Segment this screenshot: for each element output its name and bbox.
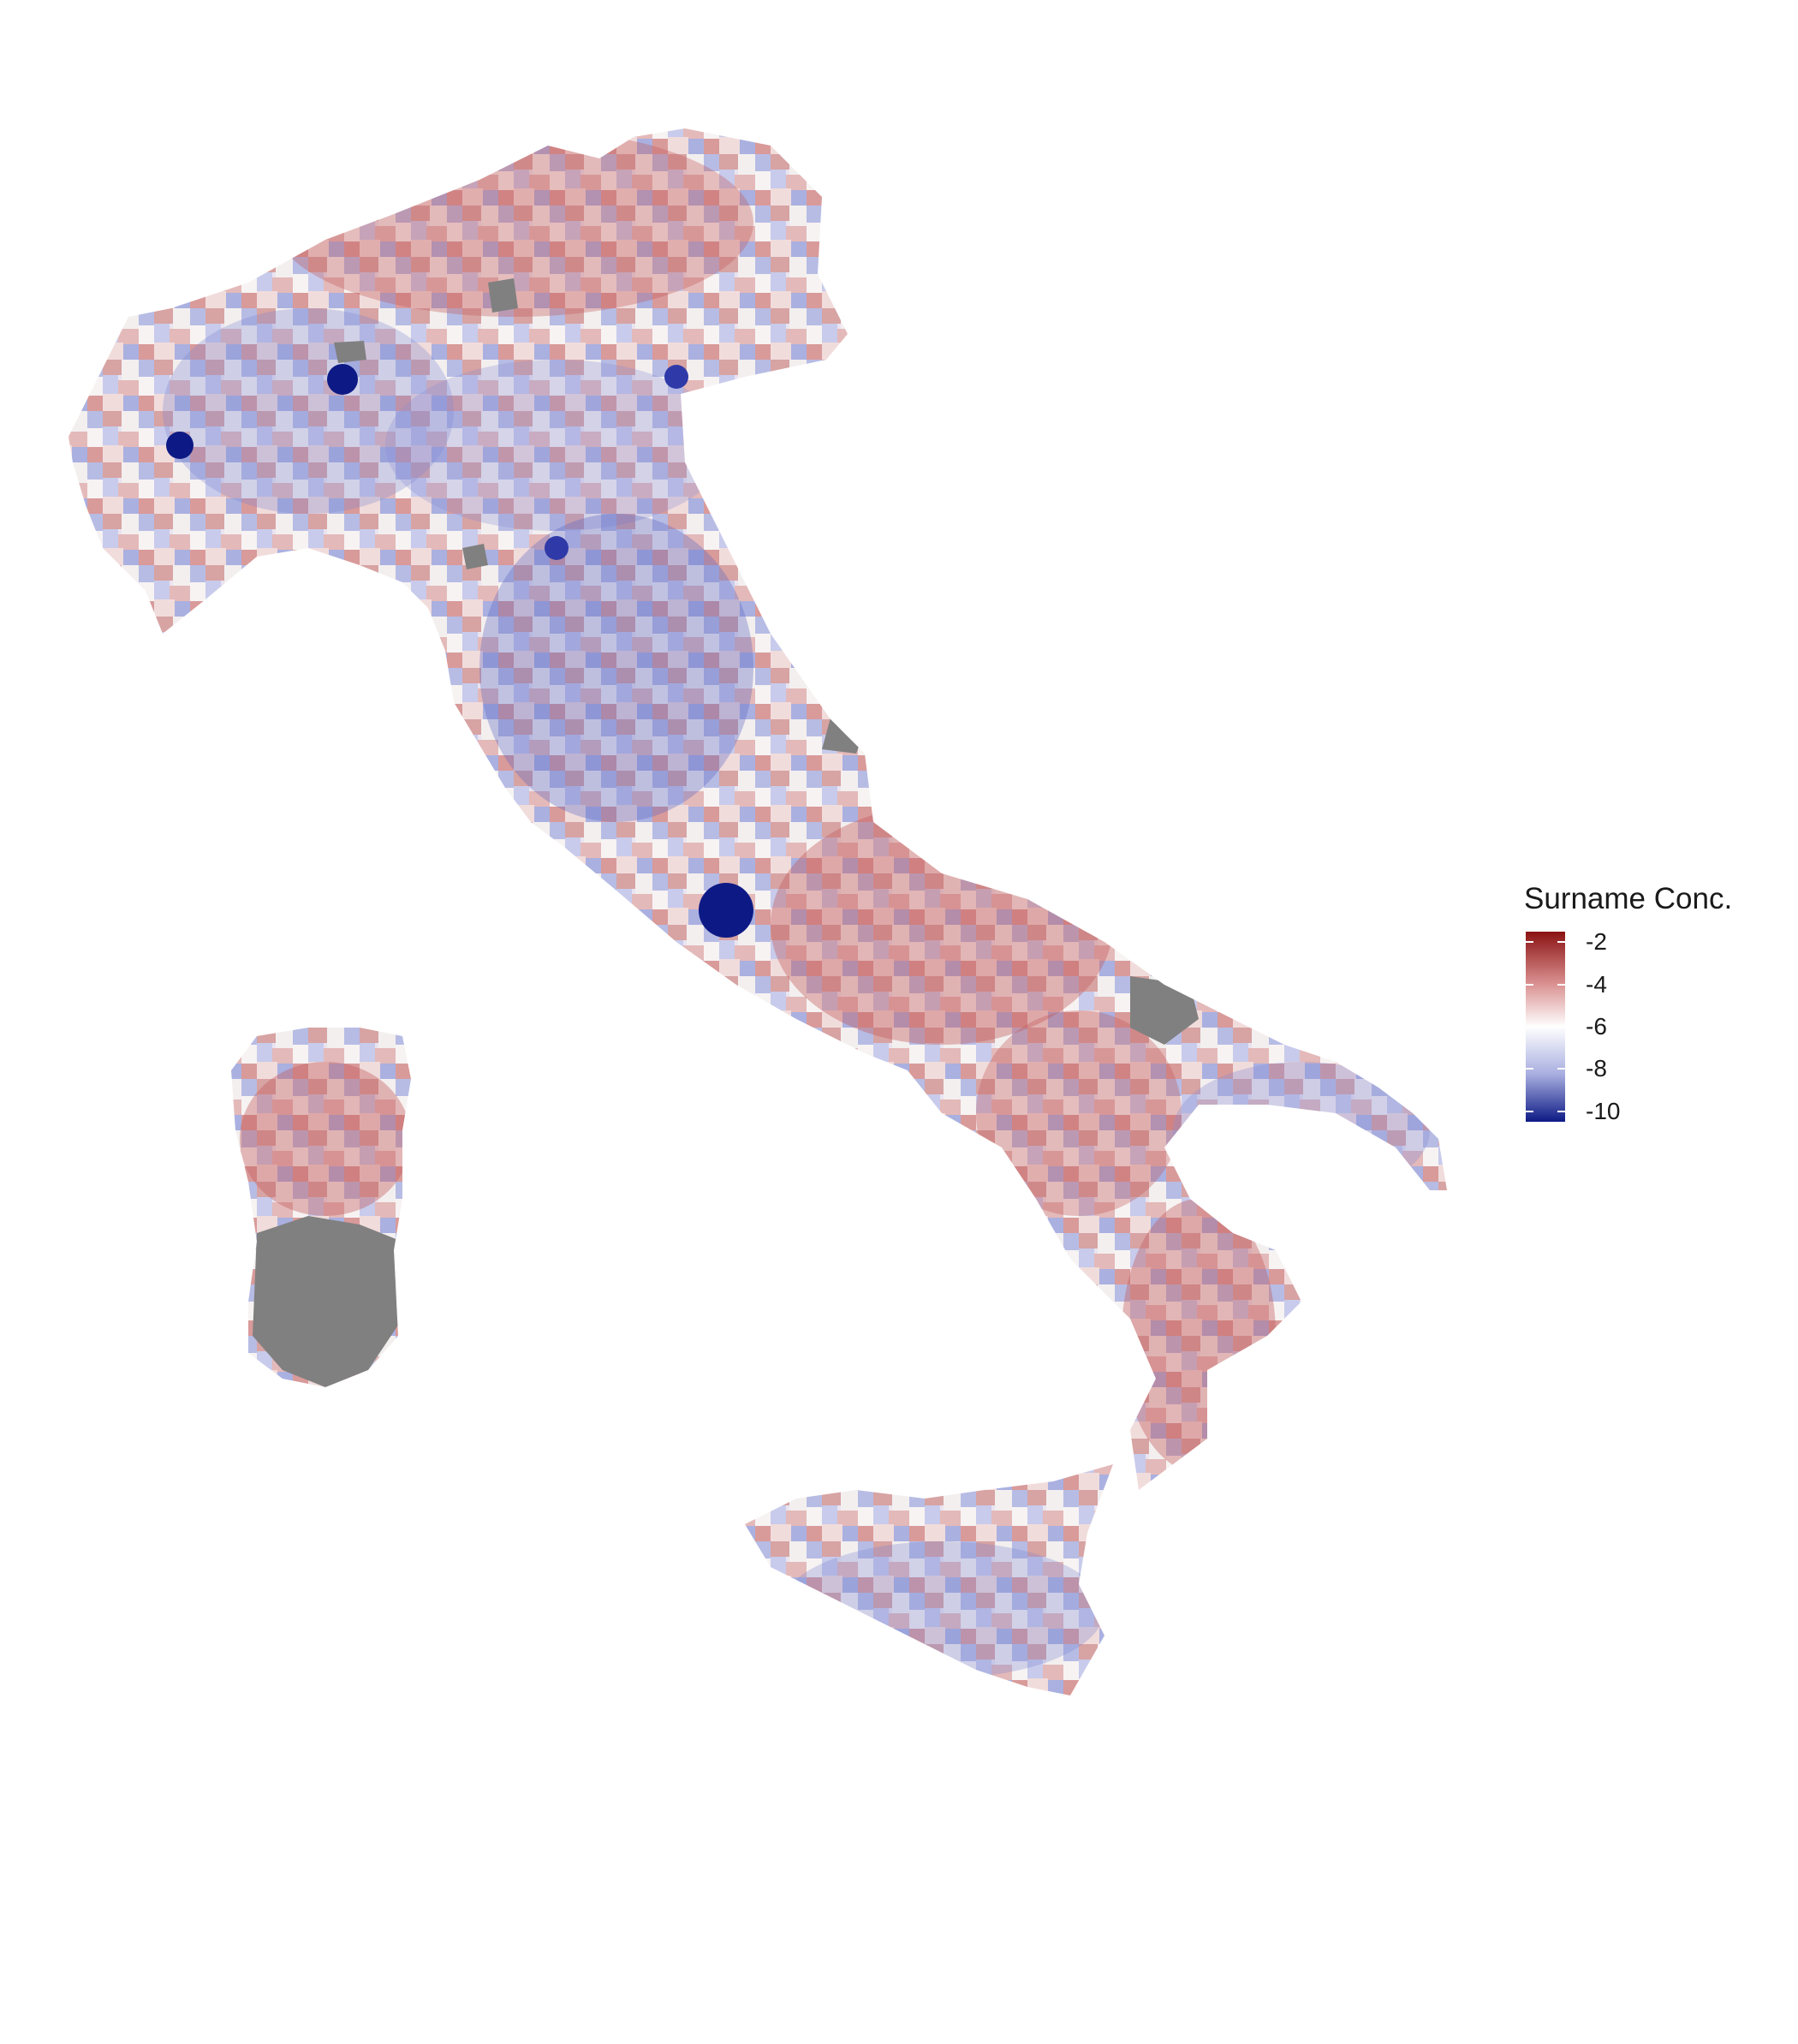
legend: Surname Conc. -2 -4 -6 -8 -10: [1524, 882, 1781, 1156]
legend-tick-label: -4: [1586, 970, 1607, 998]
legend-tick-label: -10: [1586, 1097, 1621, 1124]
legend-tick-label: -2: [1586, 928, 1607, 956]
legend-tick-label: -8: [1586, 1055, 1607, 1082]
legend-title: Surname Conc.: [1524, 882, 1733, 915]
legend-colorbar: [1526, 932, 1565, 1122]
legend-tick-label: -6: [1586, 1013, 1607, 1040]
